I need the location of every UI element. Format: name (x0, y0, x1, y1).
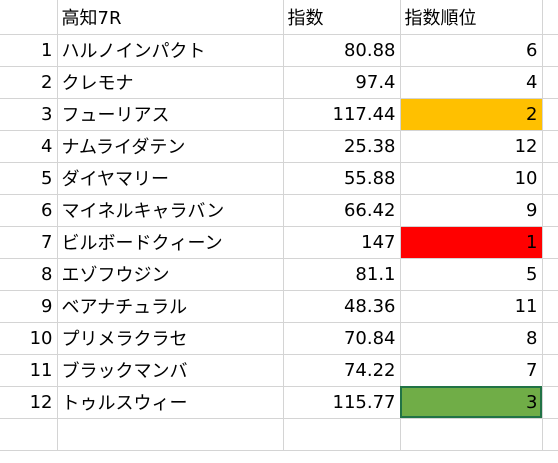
cell-empty[interactable] (541, 65, 558, 99)
table-row: 7 ビルボードクィーン 147 1 (0, 225, 558, 259)
cell-index[interactable]: 48.36 (282, 289, 401, 323)
table-row-empty (0, 417, 558, 451)
cell-index[interactable]: 55.88 (282, 161, 401, 195)
row-number[interactable]: 2 (0, 65, 58, 99)
row-number[interactable]: 7 (0, 225, 58, 259)
cell-horse-name[interactable]: ブラックマンバ (56, 353, 284, 387)
row-number[interactable]: 9 (0, 289, 58, 323)
cell-horse-name[interactable]: エゾフウジン (56, 257, 284, 291)
cell-header-index[interactable]: 指数 (282, 0, 401, 35)
cell-header-rank[interactable]: 指数順位 (399, 0, 543, 35)
cell-horse-name[interactable]: ハルノインパクト (56, 33, 284, 67)
cell-empty[interactable] (56, 417, 284, 451)
cell-empty[interactable] (541, 417, 558, 451)
row-number[interactable]: 11 (0, 353, 58, 387)
cell-empty[interactable] (541, 289, 558, 323)
cell-empty[interactable] (541, 33, 558, 67)
cell-empty[interactable] (541, 161, 558, 195)
cell-index[interactable]: 117.44 (282, 97, 401, 131)
cell-horse-name[interactable]: ベアナチュラル (56, 289, 284, 323)
cell-horse-name[interactable]: プリメラクラセ (56, 321, 284, 355)
table-row: 8 エゾフウジン 81.1 5 (0, 257, 558, 291)
cell-index[interactable]: 25.38 (282, 129, 401, 163)
table-row: 5 ダイヤマリー 55.88 10 (0, 161, 558, 195)
row-number[interactable]: 6 (0, 193, 58, 227)
table-row: 4 ナムライダテン 25.38 12 (0, 129, 558, 163)
row-number[interactable]: 1 (0, 33, 58, 67)
cell-rank[interactable]: 5 (399, 257, 543, 291)
cell-rank-highlight-3-selected[interactable]: 3 (399, 385, 543, 419)
cell-index[interactable]: 115.77 (282, 385, 401, 419)
table-row: 10 プリメラクラセ 70.84 8 (0, 321, 558, 355)
cell-index[interactable]: 147 (282, 225, 401, 259)
row-number[interactable]: 8 (0, 257, 58, 291)
header-row: 高知7R 指数 指数順位 (0, 0, 558, 35)
cell-index[interactable]: 74.22 (282, 353, 401, 387)
cell-rank[interactable]: 12 (399, 129, 543, 163)
cell-horse-name[interactable]: トゥルスウィー (56, 385, 284, 419)
row-number[interactable]: 10 (0, 321, 58, 355)
cell-index[interactable]: 66.42 (282, 193, 401, 227)
cell-index[interactable]: 70.84 (282, 321, 401, 355)
sheet-grid: 高知7R 指数 指数順位 1 ハルノインパクト 80.88 6 2 クレモナ 9… (0, 0, 558, 451)
cell-empty[interactable] (541, 321, 558, 355)
row-number[interactable]: 3 (0, 97, 58, 131)
cell-rank-highlight-2[interactable]: 2 (399, 97, 543, 131)
cell-empty[interactable] (282, 417, 401, 451)
cell-rank[interactable]: 10 (399, 161, 543, 195)
table-row: 6 マイネルキャラバン 66.42 9 (0, 193, 558, 227)
table-row: 3 フューリアス 117.44 2 (0, 97, 558, 131)
table-row: 2 クレモナ 97.4 4 (0, 65, 558, 99)
table-row: 11 ブラックマンバ 74.22 7 (0, 353, 558, 387)
cell-empty[interactable] (541, 0, 558, 35)
cell-horse-name[interactable]: フューリアス (56, 97, 284, 131)
cell-empty[interactable] (541, 193, 558, 227)
cell-horse-name[interactable]: ビルボードクィーン (56, 225, 284, 259)
cell-rank[interactable]: 7 (399, 353, 543, 387)
cell-empty[interactable] (541, 385, 558, 419)
table-row: 12 トゥルスウィー 115.77 3 (0, 385, 558, 419)
cell-horse-name[interactable]: マイネルキャラバン (56, 193, 284, 227)
row-number-empty[interactable] (0, 417, 58, 451)
cell-empty[interactable] (541, 257, 558, 291)
cell-horse-name[interactable]: クレモナ (56, 65, 284, 99)
cell-rank[interactable]: 6 (399, 33, 543, 67)
row-number[interactable]: 4 (0, 129, 58, 163)
cell-rank[interactable]: 4 (399, 65, 543, 99)
cell-empty[interactable] (399, 417, 543, 451)
table-row: 9 ベアナチュラル 48.36 11 (0, 289, 558, 323)
cell-empty[interactable] (541, 353, 558, 387)
row-number[interactable]: 5 (0, 161, 58, 195)
cell-empty[interactable] (541, 225, 558, 259)
cell-index[interactable]: 81.1 (282, 257, 401, 291)
cell-rank-highlight-1[interactable]: 1 (399, 225, 543, 259)
cell-horse-name[interactable]: ナムライダテン (56, 129, 284, 163)
row-number[interactable]: 12 (0, 385, 58, 419)
cell-rank[interactable]: 11 (399, 289, 543, 323)
cell-index[interactable]: 97.4 (282, 65, 401, 99)
cell-rank[interactable]: 8 (399, 321, 543, 355)
row-header-empty (0, 0, 58, 35)
cell-empty[interactable] (541, 129, 558, 163)
cell-empty[interactable] (541, 97, 558, 131)
cell-title[interactable]: 高知7R (56, 0, 284, 35)
table-row: 1 ハルノインパクト 80.88 6 (0, 33, 558, 67)
cell-rank[interactable]: 9 (399, 193, 543, 227)
cell-horse-name[interactable]: ダイヤマリー (56, 161, 284, 195)
cell-index[interactable]: 80.88 (282, 33, 401, 67)
